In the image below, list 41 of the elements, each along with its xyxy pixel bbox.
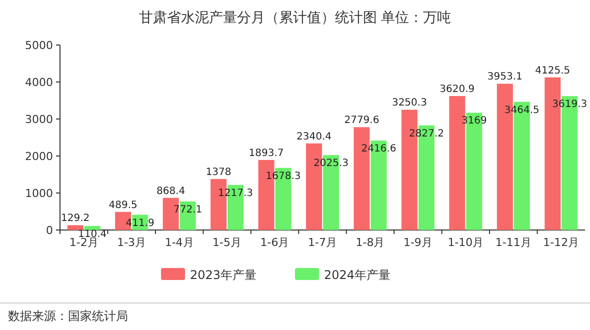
data-label: 1217.3 — [218, 188, 254, 199]
bar — [67, 225, 84, 230]
legend-label: 2024年产量 — [324, 268, 391, 282]
data-label: 129.2 — [61, 213, 90, 224]
y-tick-label: 4000 — [25, 76, 53, 89]
data-label: 3953.1 — [487, 72, 522, 83]
data-label: 3619.3 — [552, 99, 588, 110]
x-tick-label: 1-6月 — [260, 236, 290, 249]
x-tick-label: 1-9月 — [403, 236, 432, 249]
data-label: 2025.3 — [314, 158, 348, 170]
legend-label: 2023年产量 — [190, 268, 257, 282]
y-tick-label: 3000 — [25, 113, 53, 126]
data-label: 1678.3 — [266, 170, 301, 182]
y-tick-label: 1000 — [25, 187, 53, 200]
data-label: 2416.6 — [361, 144, 396, 155]
data-label: 1378 — [206, 167, 232, 178]
x-tick-label: 1-7月 — [308, 236, 337, 249]
data-label: 489.5 — [108, 200, 138, 211]
bar — [84, 226, 100, 230]
y-tick-label: 5000 — [25, 39, 53, 52]
chart-title: 甘肃省水泥产量分月（累计值）统计图 单位：万吨 — [138, 10, 452, 26]
x-tick-label: 1-4月 — [164, 236, 194, 249]
x-tick-label: 1-10月 — [448, 236, 484, 249]
x-tick-label: 1-2月 — [69, 236, 98, 249]
data-label: 2779.6 — [344, 115, 380, 126]
x-tick-label: 1-3月 — [117, 236, 146, 249]
data-label: 868.4 — [156, 186, 186, 197]
x-tick-label: 1-8月 — [356, 236, 385, 249]
data-label: 3250.3 — [392, 98, 427, 109]
x-tick-label: 1-12月 — [543, 236, 580, 249]
y-tick-label: 0 — [46, 224, 53, 237]
x-tick-label: 1-5月 — [212, 236, 242, 249]
data-label: 1893.7 — [248, 148, 284, 159]
y-tick-label: 2000 — [25, 150, 53, 163]
data-label: 3464.5 — [504, 104, 540, 116]
data-label: 4125.5 — [535, 65, 570, 76]
data-label: 3620.9 — [440, 84, 475, 96]
data-label: 2340.4 — [296, 131, 332, 142]
data-label: 2827.2 — [408, 128, 444, 140]
source-note: 数据来源：国家统计局 — [8, 309, 128, 323]
x-tick-label: 1-11月 — [495, 236, 532, 249]
